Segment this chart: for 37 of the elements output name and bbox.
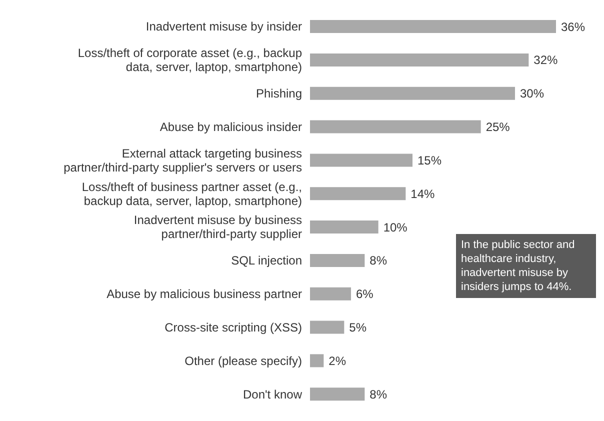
bar xyxy=(310,354,324,368)
y-tick-label: Cross-site scripting (XSS) xyxy=(164,320,302,334)
y-tick-label: Other (please specify) xyxy=(184,354,302,368)
y-tick-label: Phishing xyxy=(256,86,302,101)
y-tick-label: Don't know xyxy=(243,387,302,402)
callout-box: In the public sector and healthcare industry, inadvertent misuse by insiders jumps to 44%. xyxy=(456,234,596,298)
bar xyxy=(310,86,515,100)
y-tick-label: External attack targeting business partner/third-party supplier's servers or users xyxy=(64,146,302,174)
bar xyxy=(310,254,365,267)
bar xyxy=(310,120,481,134)
data-label: 15% xyxy=(418,153,442,168)
data-label: 32% xyxy=(534,53,558,68)
bar xyxy=(310,287,351,300)
bar xyxy=(310,154,412,167)
data-label: 36% xyxy=(561,20,586,34)
bar xyxy=(310,220,378,234)
y-tick-label: SQL injection xyxy=(231,254,302,268)
y-tick-label: Inadvertent misuse by business partner/third-party supplier xyxy=(134,213,302,242)
bar xyxy=(310,53,529,66)
data-label: 30% xyxy=(520,86,544,101)
bar xyxy=(310,388,365,401)
y-tick-label: Abuse by malicious insider xyxy=(160,120,302,134)
y-tick-label: Abuse by malicious business partner xyxy=(106,287,302,302)
data-label: 14% xyxy=(410,186,436,201)
bar xyxy=(310,320,344,334)
y-tick-label: Loss/theft of business partner asset (e.g., backup data, server, laptop, smartphone) xyxy=(82,180,302,208)
data-label: 8% xyxy=(370,387,388,402)
data-label: 5% xyxy=(349,320,367,335)
data-label: 25% xyxy=(486,120,510,134)
data-label: 8% xyxy=(370,254,388,268)
data-label: 10% xyxy=(383,220,408,234)
y-tick-label: Loss/theft of corporate asset (e.g., backup data, server, laptop, smartphone) xyxy=(78,46,302,74)
y-tick-label: Inadvertent misuse by insider xyxy=(146,20,302,34)
data-label: 6% xyxy=(356,287,374,302)
bar xyxy=(310,20,556,34)
data-label: 2% xyxy=(328,354,346,368)
bar xyxy=(310,187,406,200)
